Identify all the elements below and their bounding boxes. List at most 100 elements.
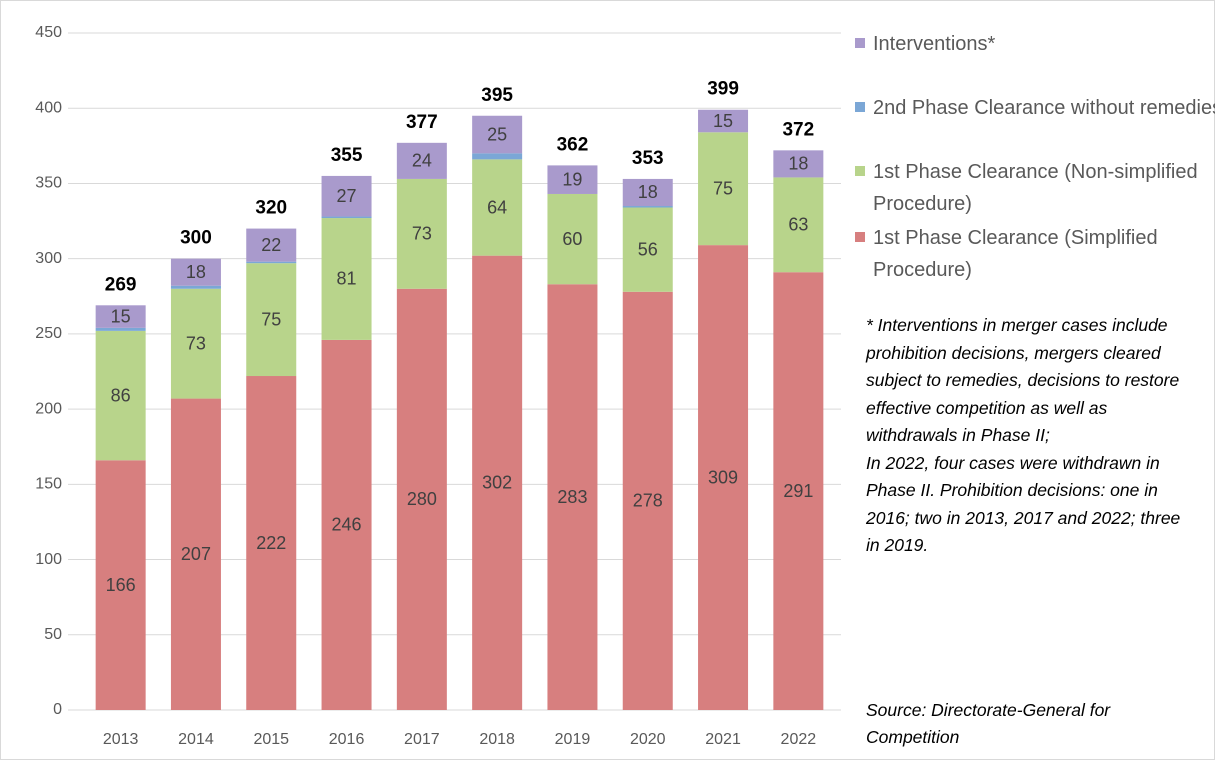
data-label: 27	[337, 186, 357, 206]
bar-segment	[698, 245, 749, 711]
legend-swatch	[855, 38, 865, 48]
total-label: 372	[782, 119, 814, 140]
bar-segment	[698, 109, 749, 133]
data-label: 283	[557, 487, 587, 507]
y-tick-label: 0	[53, 701, 62, 718]
total-label: 355	[331, 145, 363, 166]
data-label: 63	[788, 215, 808, 235]
bar-segment	[472, 153, 523, 160]
bar-segment	[472, 115, 523, 154]
x-tick-label: 2013	[103, 731, 139, 748]
data-label: 15	[713, 111, 733, 131]
bar-segment	[698, 132, 749, 246]
bar-segment	[622, 178, 673, 207]
total-label: 377	[406, 112, 438, 133]
x-tick-label: 2020	[630, 731, 666, 748]
legend-entry: Interventions*	[855, 28, 1215, 60]
bar-segment	[246, 261, 297, 264]
bar-segment	[170, 285, 221, 289]
data-label: 18	[638, 182, 658, 202]
bar-segment	[95, 460, 146, 710]
x-tick-label: 2022	[781, 731, 817, 748]
y-tick-label: 100	[35, 551, 62, 568]
data-label: 278	[633, 491, 663, 511]
y-tick-label: 300	[35, 250, 62, 267]
bar-segment	[472, 159, 523, 256]
legend-swatch	[855, 166, 865, 176]
bar-segment	[95, 305, 146, 328]
legend-swatch	[855, 232, 865, 242]
legend-entry: 1st Phase Clearance (Non-simplified Proc…	[855, 156, 1215, 220]
data-label: 246	[332, 515, 362, 535]
total-label: 269	[105, 274, 137, 295]
x-tick-label: 2016	[329, 731, 365, 748]
bar-segment	[321, 339, 372, 710]
data-label: 280	[407, 489, 437, 509]
legend-label: 1st Phase Clearance (Non-simplified Proc…	[873, 161, 1198, 215]
data-label: 18	[186, 262, 206, 282]
total-label: 395	[481, 85, 513, 106]
y-tick-label: 450	[35, 24, 62, 41]
bar-segment	[396, 288, 447, 710]
data-label: 73	[186, 333, 206, 353]
data-label: 25	[487, 124, 507, 144]
legend-swatch	[855, 102, 865, 112]
data-label: 86	[111, 385, 131, 405]
data-label: 18	[788, 154, 808, 174]
x-tick-label: 2015	[253, 731, 289, 748]
data-label: 166	[106, 575, 136, 595]
source: Source: Directorate-General for Competit…	[866, 700, 1111, 747]
bar-segment	[321, 218, 372, 340]
bar-segment	[246, 228, 297, 262]
data-label: 81	[337, 269, 357, 289]
total-label: 353	[632, 148, 664, 169]
data-label: 222	[256, 533, 286, 553]
bar-segment	[622, 207, 673, 292]
bar-segment	[773, 150, 824, 178]
data-label: 207	[181, 544, 211, 564]
y-tick-label: 200	[35, 400, 62, 417]
bar-segment	[396, 142, 447, 179]
bar-segment	[170, 258, 221, 286]
bar-segment	[547, 165, 598, 194]
legend-entry: 2nd Phase Clearance without remedies	[855, 92, 1215, 124]
data-label: 309	[708, 467, 738, 487]
total-label: 362	[557, 134, 589, 155]
total-label: 399	[707, 79, 739, 100]
bar-segment	[622, 206, 673, 208]
x-tick-label: 2014	[178, 731, 214, 748]
data-label: 15	[111, 306, 131, 326]
bar-segment	[622, 291, 673, 710]
bar-segment	[170, 398, 221, 710]
bar-segment	[170, 288, 221, 399]
y-tick-label: 250	[35, 325, 62, 342]
bar-segment	[472, 255, 523, 710]
bar-segment	[246, 376, 297, 710]
y-tick-label: 400	[35, 99, 62, 116]
data-label: 291	[783, 481, 813, 501]
x-tick-label: 2021	[705, 731, 741, 748]
note: * Interventions in merger cases include …	[866, 315, 1181, 555]
bar-segment	[321, 216, 372, 219]
legend-entry: 1st Phase Clearance (Simplified Procedur…	[855, 222, 1215, 286]
y-tick-label: 350	[35, 175, 62, 192]
total-label: 300	[180, 228, 212, 249]
data-label: 19	[562, 169, 582, 189]
x-tick-label: 2018	[479, 731, 515, 748]
data-label: 60	[562, 229, 582, 249]
legend-label: Interventions*	[873, 33, 996, 55]
bar-segment	[95, 330, 146, 461]
legend-label: 2nd Phase Clearance without remedies	[873, 97, 1215, 119]
data-label: 75	[713, 178, 733, 198]
bar-segment	[773, 272, 824, 710]
x-tick-label: 2019	[555, 731, 591, 748]
legend-label: 1st Phase Clearance (Simplified Procedur…	[873, 227, 1158, 281]
data-label: 64	[487, 197, 507, 217]
x-tick-label: 2017	[404, 731, 440, 748]
bar-segment	[246, 263, 297, 377]
bar-segment	[547, 284, 598, 710]
data-label: 24	[412, 151, 432, 171]
bar-segment	[773, 177, 824, 273]
